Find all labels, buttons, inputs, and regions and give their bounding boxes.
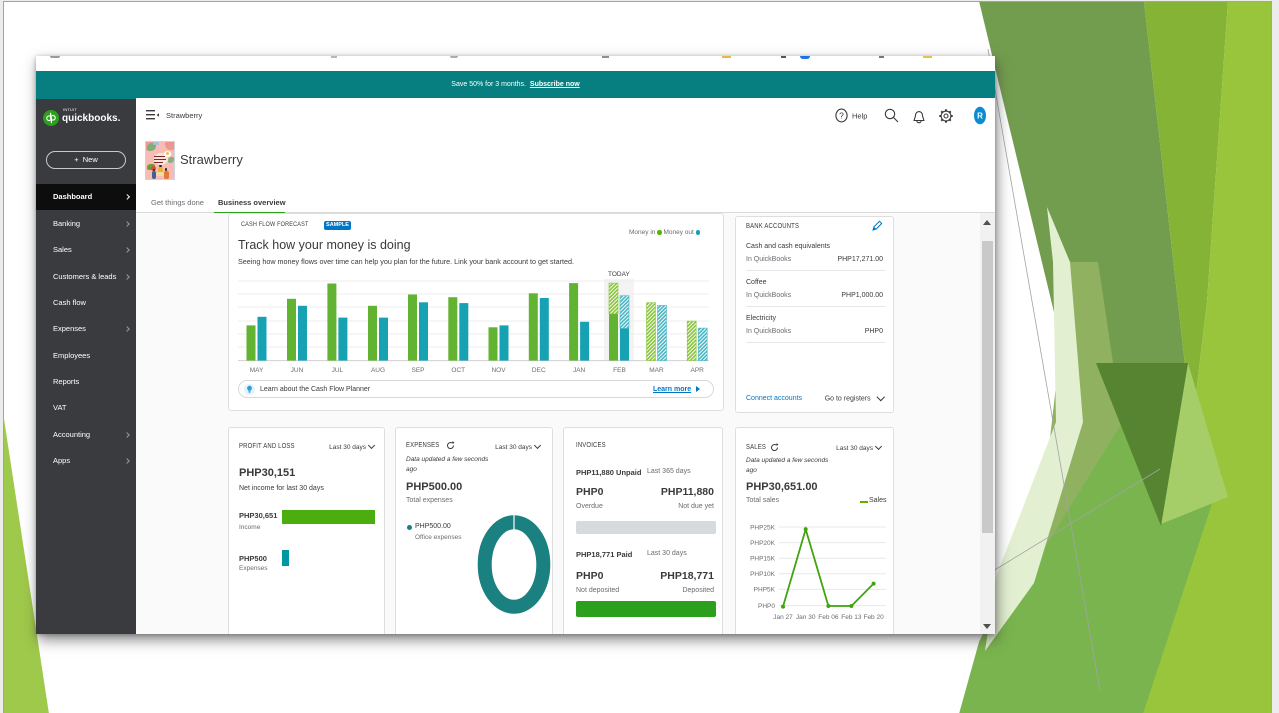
svg-text:PHP5K: PHP5K (754, 587, 776, 594)
svg-text:PHP25K: PHP25K (750, 525, 776, 532)
svg-text:R: R (977, 112, 983, 121)
svg-text:FEB: FEB (613, 367, 626, 374)
svg-text:MAY: MAY (250, 367, 264, 374)
svg-text:PHP10K: PHP10K (750, 571, 776, 578)
svg-text:NOV: NOV (491, 367, 506, 374)
svg-text:AUG: AUG (371, 367, 385, 374)
svg-text:Feb 06: Feb 06 (818, 614, 839, 621)
svg-text:Jan 27: Jan 27 (773, 614, 793, 621)
svg-text:OCT: OCT (451, 367, 465, 374)
svg-text:MAR: MAR (649, 367, 664, 374)
svg-text:Help: Help (852, 112, 867, 121)
svg-text:Feb 13: Feb 13 (841, 614, 862, 621)
svg-text:SEP: SEP (411, 367, 424, 374)
svg-text:DEC: DEC (532, 367, 546, 374)
svg-text:JUL: JUL (332, 367, 344, 374)
svg-text:PHP15K: PHP15K (750, 556, 776, 563)
svg-text:JAN: JAN (573, 367, 586, 374)
svg-text:PHP20K: PHP20K (750, 540, 776, 547)
svg-text:TODAY: TODAY (608, 271, 630, 278)
svg-text:Feb 20: Feb 20 (863, 614, 884, 621)
svg-text:?: ? (839, 111, 844, 121)
svg-text:PHP0: PHP0 (758, 603, 775, 610)
svg-text:Jan 30: Jan 30 (796, 614, 816, 621)
svg-text:JUN: JUN (291, 367, 304, 374)
svg-text:APR: APR (691, 367, 705, 374)
